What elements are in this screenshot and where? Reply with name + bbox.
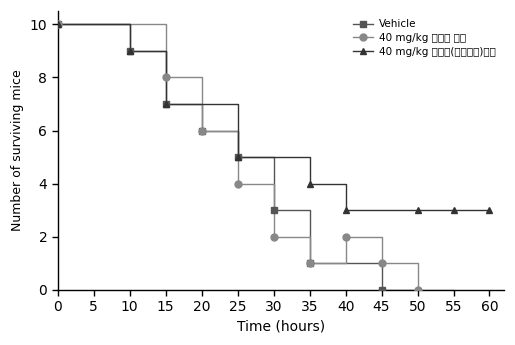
Legend: Vehicle, 40 mg/kg 대두박 원물, 40 mg/kg 대두박(생물전환)산물: Vehicle, 40 mg/kg 대두박 원물, 40 mg/kg 대두박(생… <box>350 16 499 60</box>
X-axis label: Time (hours): Time (hours) <box>237 320 325 334</box>
Y-axis label: Number of surviving mice: Number of surviving mice <box>11 70 24 231</box>
